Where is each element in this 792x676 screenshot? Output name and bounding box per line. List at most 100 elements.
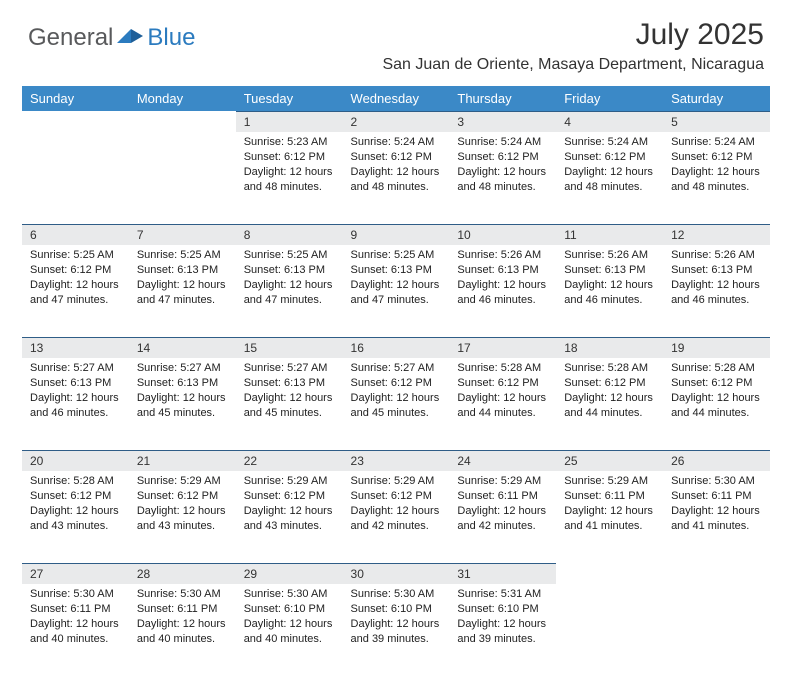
logo-mark-icon: [117, 25, 145, 45]
day-number: 24: [449, 450, 556, 471]
day-content-cell: Sunrise: 5:29 AMSunset: 6:11 PMDaylight:…: [449, 471, 556, 563]
day-content-cell: Sunrise: 5:24 AMSunset: 6:12 PMDaylight:…: [449, 132, 556, 224]
day-num-cell: 20: [22, 450, 129, 471]
month-title: July 2025: [382, 18, 764, 52]
day-num-cell: 11: [556, 224, 663, 245]
day-num-cell: 10: [449, 224, 556, 245]
day-detail: Sunrise: 5:29 AMSunset: 6:11 PMDaylight:…: [556, 471, 663, 539]
day-num-cell: 8: [236, 224, 343, 245]
day-num-cell: [663, 563, 770, 584]
day-num-cell: 17: [449, 337, 556, 358]
day-content-cell: Sunrise: 5:29 AMSunset: 6:12 PMDaylight:…: [129, 471, 236, 563]
day-content-cell: Sunrise: 5:29 AMSunset: 6:12 PMDaylight:…: [343, 471, 450, 563]
day-num-cell: 21: [129, 450, 236, 471]
day-number: 6: [22, 224, 129, 245]
day-detail: Sunrise: 5:28 AMSunset: 6:12 PMDaylight:…: [663, 358, 770, 426]
day-number: 10: [449, 224, 556, 245]
logo-text-general: General: [28, 24, 113, 52]
day-detail: Sunrise: 5:27 AMSunset: 6:13 PMDaylight:…: [129, 358, 236, 426]
day-content-cell: [129, 132, 236, 224]
day-header: Wednesday: [343, 86, 450, 111]
day-number: 8: [236, 224, 343, 245]
day-number: 4: [556, 111, 663, 132]
day-number: 11: [556, 224, 663, 245]
day-detail: Sunrise: 5:26 AMSunset: 6:13 PMDaylight:…: [556, 245, 663, 313]
day-content-cell: Sunrise: 5:27 AMSunset: 6:13 PMDaylight:…: [22, 358, 129, 450]
day-content-cell: Sunrise: 5:24 AMSunset: 6:12 PMDaylight:…: [663, 132, 770, 224]
day-detail: Sunrise: 5:26 AMSunset: 6:13 PMDaylight:…: [449, 245, 556, 313]
day-content-cell: Sunrise: 5:28 AMSunset: 6:12 PMDaylight:…: [22, 471, 129, 563]
day-content-cell: Sunrise: 5:29 AMSunset: 6:12 PMDaylight:…: [236, 471, 343, 563]
day-num-cell: 29: [236, 563, 343, 584]
day-number: 31: [449, 563, 556, 584]
day-detail: Sunrise: 5:25 AMSunset: 6:13 PMDaylight:…: [236, 245, 343, 313]
day-num-cell: 2: [343, 111, 450, 132]
day-content-cell: Sunrise: 5:31 AMSunset: 6:10 PMDaylight:…: [449, 584, 556, 676]
day-num-cell: 3: [449, 111, 556, 132]
day-detail: Sunrise: 5:24 AMSunset: 6:12 PMDaylight:…: [663, 132, 770, 200]
day-number: 17: [449, 337, 556, 358]
day-number: 28: [129, 563, 236, 584]
day-number: 12: [663, 224, 770, 245]
day-content-cell: Sunrise: 5:30 AMSunset: 6:10 PMDaylight:…: [343, 584, 450, 676]
day-header: Sunday: [22, 86, 129, 111]
day-content-cell: Sunrise: 5:30 AMSunset: 6:11 PMDaylight:…: [663, 471, 770, 563]
day-number: 22: [236, 450, 343, 471]
day-header: Thursday: [449, 86, 556, 111]
day-detail: Sunrise: 5:25 AMSunset: 6:13 PMDaylight:…: [343, 245, 450, 313]
day-content-cell: Sunrise: 5:27 AMSunset: 6:12 PMDaylight:…: [343, 358, 450, 450]
day-num-cell: 22: [236, 450, 343, 471]
day-number: 18: [556, 337, 663, 358]
calendar-head: SundayMondayTuesdayWednesdayThursdayFrid…: [22, 86, 770, 111]
day-detail: Sunrise: 5:23 AMSunset: 6:12 PMDaylight:…: [236, 132, 343, 200]
day-num-cell: [129, 111, 236, 132]
day-content-cell: [22, 132, 129, 224]
calendar-table: SundayMondayTuesdayWednesdayThursdayFrid…: [22, 86, 770, 676]
day-num-cell: 28: [129, 563, 236, 584]
day-detail: Sunrise: 5:30 AMSunset: 6:10 PMDaylight:…: [236, 584, 343, 652]
logo: General Blue: [28, 24, 195, 52]
day-number: 25: [556, 450, 663, 471]
day-num-cell: 18: [556, 337, 663, 358]
day-number: 13: [22, 337, 129, 358]
day-detail: Sunrise: 5:28 AMSunset: 6:12 PMDaylight:…: [556, 358, 663, 426]
day-detail: Sunrise: 5:29 AMSunset: 6:11 PMDaylight:…: [449, 471, 556, 539]
day-content-cell: Sunrise: 5:24 AMSunset: 6:12 PMDaylight:…: [343, 132, 450, 224]
header: General Blue July 2025 San Juan de Orien…: [0, 0, 792, 78]
day-detail: Sunrise: 5:26 AMSunset: 6:13 PMDaylight:…: [663, 245, 770, 313]
day-detail: Sunrise: 5:28 AMSunset: 6:12 PMDaylight:…: [449, 358, 556, 426]
calendar-body: 12345Sunrise: 5:23 AMSunset: 6:12 PMDayl…: [22, 111, 770, 676]
day-num-cell: 19: [663, 337, 770, 358]
day-num-cell: 23: [343, 450, 450, 471]
day-number: 23: [343, 450, 450, 471]
day-num-cell: 25: [556, 450, 663, 471]
day-num-cell: [22, 111, 129, 132]
day-content-cell: Sunrise: 5:25 AMSunset: 6:13 PMDaylight:…: [236, 245, 343, 337]
day-detail: Sunrise: 5:28 AMSunset: 6:12 PMDaylight:…: [22, 471, 129, 539]
day-detail: Sunrise: 5:24 AMSunset: 6:12 PMDaylight:…: [449, 132, 556, 200]
day-header: Tuesday: [236, 86, 343, 111]
day-number: 1: [236, 111, 343, 132]
day-content-cell: Sunrise: 5:26 AMSunset: 6:13 PMDaylight:…: [663, 245, 770, 337]
day-number: 19: [663, 337, 770, 358]
day-number: 14: [129, 337, 236, 358]
title-block: July 2025 San Juan de Oriente, Masaya De…: [382, 18, 764, 74]
day-num-cell: 30: [343, 563, 450, 584]
day-detail: Sunrise: 5:25 AMSunset: 6:12 PMDaylight:…: [22, 245, 129, 313]
day-number: 16: [343, 337, 450, 358]
day-header: Friday: [556, 86, 663, 111]
day-num-cell: 15: [236, 337, 343, 358]
day-content-cell: [663, 584, 770, 676]
day-num-cell: 26: [663, 450, 770, 471]
day-content-cell: Sunrise: 5:25 AMSunset: 6:12 PMDaylight:…: [22, 245, 129, 337]
day-detail: Sunrise: 5:29 AMSunset: 6:12 PMDaylight:…: [236, 471, 343, 539]
day-content-cell: Sunrise: 5:29 AMSunset: 6:11 PMDaylight:…: [556, 471, 663, 563]
day-header: Saturday: [663, 86, 770, 111]
day-number: 5: [663, 111, 770, 132]
day-num-cell: [556, 563, 663, 584]
day-num-cell: 12: [663, 224, 770, 245]
day-num-cell: 4: [556, 111, 663, 132]
day-num-cell: 24: [449, 450, 556, 471]
day-detail: Sunrise: 5:30 AMSunset: 6:11 PMDaylight:…: [663, 471, 770, 539]
day-detail: Sunrise: 5:31 AMSunset: 6:10 PMDaylight:…: [449, 584, 556, 652]
